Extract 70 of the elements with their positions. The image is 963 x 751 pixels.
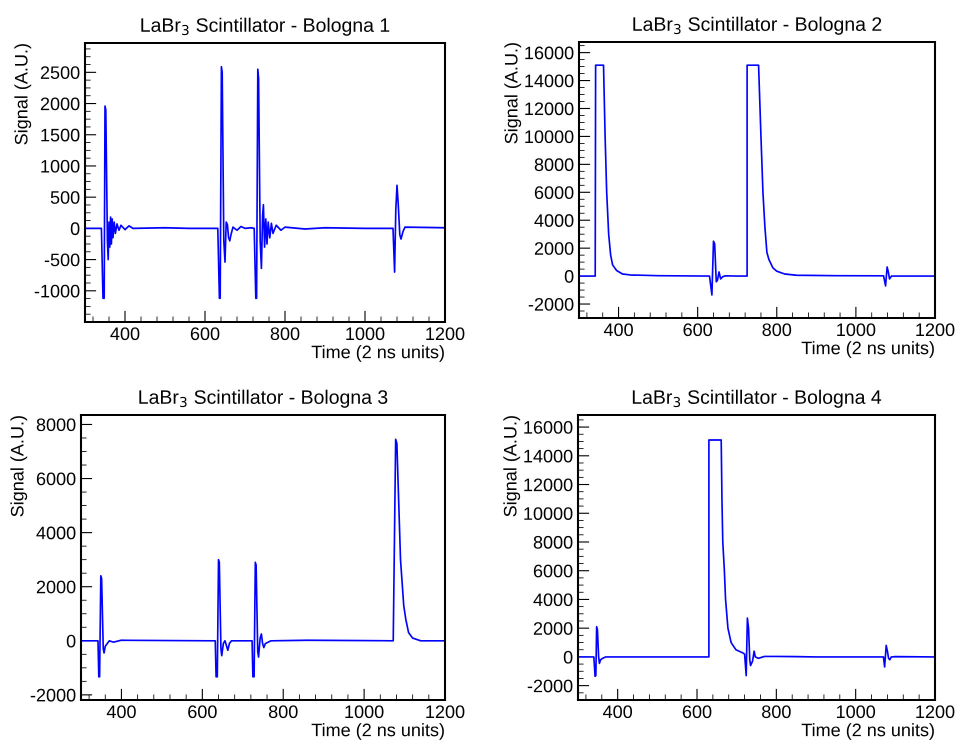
y-tick-label: 8000 bbox=[36, 418, 76, 432]
y-tick-label: 4000 bbox=[36, 526, 76, 540]
x-axis-title: Time (2 ns units) bbox=[312, 723, 444, 740]
y-axis-title: Signal (A.U.) bbox=[10, 416, 28, 517]
line-series bbox=[81, 438, 445, 678]
y-tick-label: 6000 bbox=[534, 186, 574, 200]
x-tick-label: 600 bbox=[684, 323, 712, 336]
x-tick-label: 800 bbox=[268, 705, 298, 718]
y-tick-label: 2000 bbox=[40, 97, 80, 110]
x-tick-label: 1200 bbox=[426, 327, 464, 340]
y-tick-label: 10000 bbox=[524, 507, 572, 520]
x-tick-label: 1000 bbox=[836, 705, 876, 718]
y-tick-label: 0 bbox=[564, 270, 574, 283]
chart-title: LaBr$_{3}$ Scintillator - Bologna 1 bbox=[141, 18, 390, 36]
y-axis-title: Signal (A.U.) bbox=[14, 44, 32, 145]
x-axis-title: Time (2 ns units) bbox=[312, 345, 444, 362]
x-tick-label: 1000 bbox=[837, 323, 876, 336]
x-axis-title: Time (2 ns units) bbox=[802, 723, 934, 740]
line-series bbox=[578, 439, 935, 678]
y-tick-label: 4000 bbox=[534, 214, 574, 227]
y-tick-label: 8000 bbox=[534, 158, 574, 172]
y-tick-label: -2000 bbox=[528, 680, 572, 692]
y-tick-label: 16000 bbox=[524, 421, 572, 434]
y-tick-label: 16000 bbox=[525, 46, 574, 60]
x-tick-label: 800 bbox=[762, 705, 791, 718]
chart-title: LaBr$_{3}$ Scintillator - Bologna 2 bbox=[633, 16, 882, 35]
x-tick-label: 600 bbox=[682, 705, 712, 718]
x-tick-label: 600 bbox=[190, 327, 220, 340]
y-tick-label: -500 bbox=[44, 254, 80, 266]
y-tick-label: -1000 bbox=[34, 284, 80, 298]
y-tick-label: 2000 bbox=[534, 622, 572, 635]
y-tick-label: 6000 bbox=[36, 472, 76, 486]
x-tick-label: 800 bbox=[762, 323, 792, 336]
y-tick-label: -2000 bbox=[30, 688, 76, 702]
y-tick-label: 12000 bbox=[524, 478, 572, 492]
x-tick-label: 1000 bbox=[346, 327, 384, 340]
chart-title: LaBr$_{3}$ Scintillator - Bologna 4 bbox=[632, 390, 882, 408]
y-tick-label: 0 bbox=[564, 650, 572, 664]
y-tick-label: 8000 bbox=[534, 536, 572, 549]
x-tick-label: 400 bbox=[110, 327, 140, 340]
x-axis-title: Time (2 ns units) bbox=[802, 341, 934, 358]
y-tick-label: 10000 bbox=[525, 130, 574, 144]
y-axis-title: Signal (A.U.) bbox=[504, 43, 522, 144]
y-tick-label: 1000 bbox=[41, 160, 80, 173]
line-series bbox=[85, 66, 445, 300]
y-tick-label: 14000 bbox=[525, 74, 574, 88]
y-tick-label: 2500 bbox=[40, 66, 80, 80]
y-tick-label: 1500 bbox=[41, 128, 80, 142]
x-tick-label: 1200 bbox=[916, 705, 954, 718]
y-tick-label: -2000 bbox=[528, 298, 574, 311]
x-tick-label: 1200 bbox=[426, 705, 464, 718]
y-tick-label: 0 bbox=[66, 634, 76, 648]
y-tick-label: 14000 bbox=[524, 450, 572, 463]
y-tick-label: 0 bbox=[70, 222, 80, 236]
chart-title: LaBr$_{3}$ Scintillator - Bologna 3 bbox=[139, 390, 388, 408]
x-tick-label: 400 bbox=[603, 705, 632, 718]
x-tick-label: 600 bbox=[188, 705, 217, 718]
x-tick-label: 1200 bbox=[916, 323, 954, 336]
x-tick-label: 1000 bbox=[345, 705, 384, 718]
y-tick-label: 4000 bbox=[533, 593, 572, 606]
x-tick-label: 400 bbox=[106, 705, 136, 718]
line-series bbox=[579, 64, 935, 296]
y-tick-label: 6000 bbox=[534, 564, 572, 578]
y-tick-label: 2000 bbox=[36, 580, 76, 594]
x-tick-label: 800 bbox=[270, 327, 300, 340]
y-tick-label: 2000 bbox=[534, 242, 574, 255]
y-tick-label: 500 bbox=[50, 191, 80, 204]
y-axis-title: Signal (A.U.) bbox=[503, 416, 520, 517]
y-tick-label: 12000 bbox=[525, 102, 574, 116]
x-tick-label: 400 bbox=[604, 323, 633, 336]
